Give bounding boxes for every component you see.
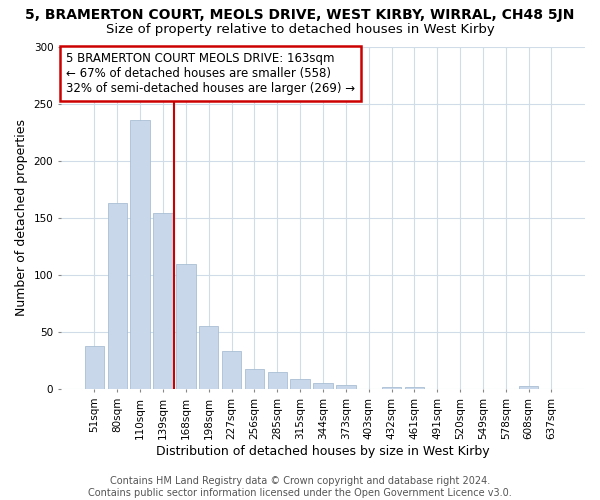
- Bar: [222, 352, 241, 389]
- Bar: [290, 379, 310, 389]
- Y-axis label: Number of detached properties: Number of detached properties: [15, 120, 28, 316]
- Bar: [130, 120, 150, 389]
- Text: Contains HM Land Registry data © Crown copyright and database right 2024.
Contai: Contains HM Land Registry data © Crown c…: [88, 476, 512, 498]
- Bar: [176, 264, 196, 389]
- Bar: [404, 387, 424, 389]
- Bar: [519, 386, 538, 389]
- Text: 5 BRAMERTON COURT MEOLS DRIVE: 163sqm
← 67% of detached houses are smaller (558): 5 BRAMERTON COURT MEOLS DRIVE: 163sqm ← …: [66, 52, 355, 94]
- Bar: [199, 326, 218, 389]
- Bar: [245, 368, 264, 389]
- Bar: [85, 346, 104, 389]
- Bar: [382, 387, 401, 389]
- Bar: [154, 214, 173, 389]
- Bar: [107, 203, 127, 389]
- Bar: [268, 372, 287, 389]
- X-axis label: Distribution of detached houses by size in West Kirby: Distribution of detached houses by size …: [156, 444, 490, 458]
- Bar: [336, 384, 356, 389]
- Bar: [313, 384, 332, 389]
- Text: 5, BRAMERTON COURT, MEOLS DRIVE, WEST KIRBY, WIRRAL, CH48 5JN: 5, BRAMERTON COURT, MEOLS DRIVE, WEST KI…: [25, 8, 575, 22]
- Text: Size of property relative to detached houses in West Kirby: Size of property relative to detached ho…: [106, 22, 494, 36]
